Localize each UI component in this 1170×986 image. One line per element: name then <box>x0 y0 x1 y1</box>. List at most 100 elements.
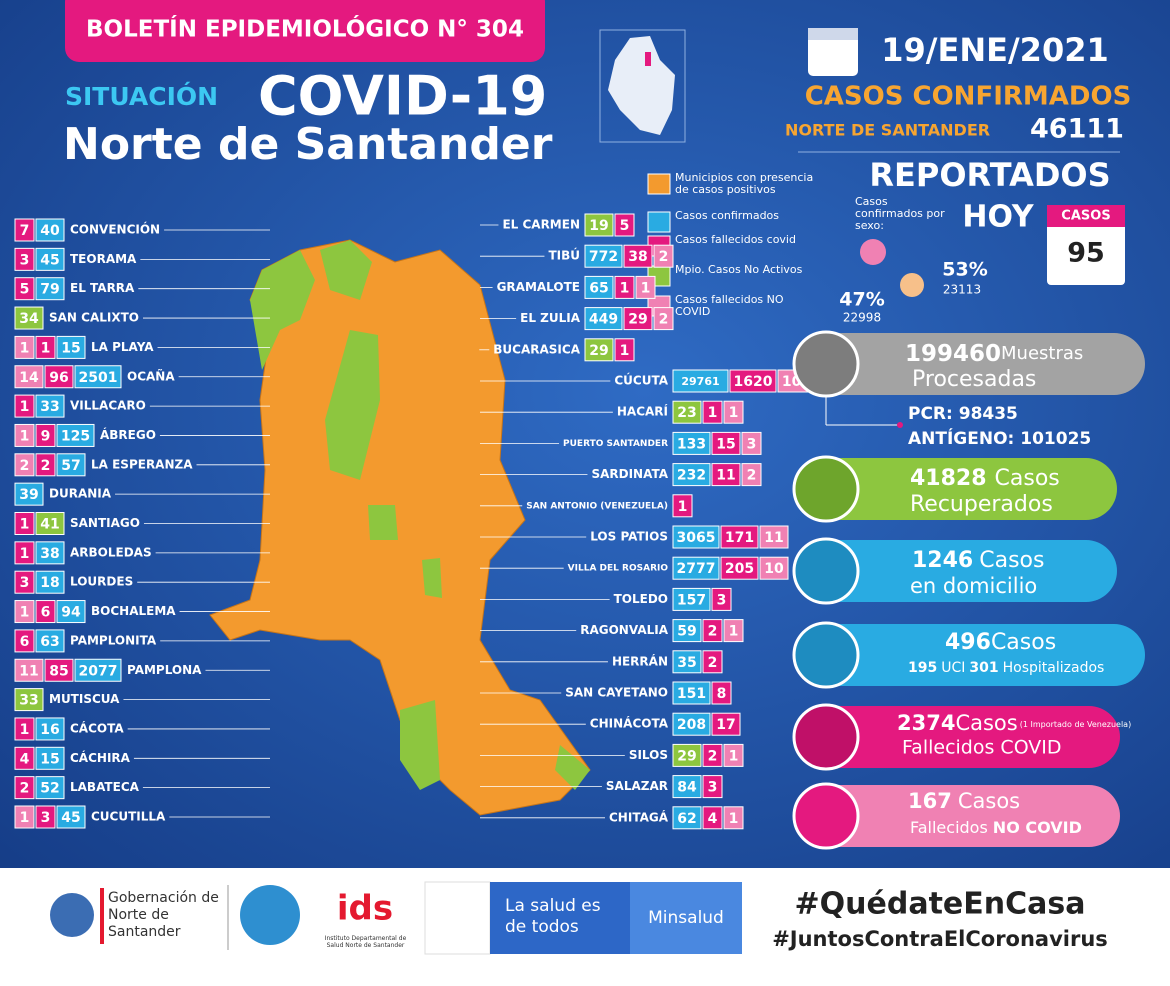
count-box <box>702 743 723 767</box>
pill-icon <box>792 621 860 689</box>
calendar-top <box>808 28 858 40</box>
legend-label: Casos fallecidos covid <box>675 234 796 246</box>
mini-map <box>608 36 675 135</box>
sex-label-box: Casos confirmados por sexo: <box>855 196 945 232</box>
count: 33 <box>40 399 59 415</box>
count-box <box>672 400 702 424</box>
count: 84 <box>677 780 697 796</box>
count: 4 <box>20 751 30 767</box>
count: 772 <box>589 249 618 265</box>
count: 133 <box>677 436 706 452</box>
count-box <box>35 394 65 418</box>
home-label: en domicilio <box>910 574 1037 598</box>
governorate: Gobernación de Norte de Santander <box>108 890 219 940</box>
icu-value: 195 <box>908 660 937 676</box>
count: 171 <box>725 530 754 546</box>
municipality-name: OCAÑA <box>127 368 175 383</box>
municipality-name: HACARÍ <box>617 404 669 419</box>
count-box <box>623 244 653 268</box>
count-box <box>702 619 723 643</box>
count: 62 <box>677 811 696 827</box>
count-box <box>35 541 65 565</box>
count-box <box>14 306 44 330</box>
municipality-name: SILOS <box>629 748 668 762</box>
municipality-name: CÚCUTA <box>614 373 668 388</box>
count-box <box>14 570 35 594</box>
count: 2 <box>659 249 669 265</box>
count: 29761 <box>681 375 719 388</box>
connector-dot <box>897 422 903 428</box>
count: 4 <box>708 811 718 827</box>
count: 1 <box>41 340 51 356</box>
count-box <box>711 431 741 455</box>
date: 19/ENE/2021 <box>881 31 1108 69</box>
count-box <box>672 775 702 799</box>
count-box <box>35 717 65 741</box>
count-box <box>14 658 44 682</box>
count: 2 <box>659 312 669 328</box>
pill-icon <box>792 703 860 771</box>
pill <box>795 333 1145 395</box>
count: 15 <box>716 436 735 452</box>
covid-deaths-value: 2374 <box>897 711 955 735</box>
slogan-badge <box>240 885 300 945</box>
pill <box>795 624 1145 686</box>
recovered-label: Recuperados <box>910 492 1053 517</box>
count: 3 <box>41 810 51 826</box>
count-box <box>14 482 44 506</box>
inactive-area <box>368 505 398 540</box>
antigen: ANTÍGENO: 101025 <box>908 427 1091 449</box>
count-box <box>672 556 720 580</box>
count: 1 <box>729 405 739 421</box>
ward-value: 301 <box>969 660 998 676</box>
count: 35 <box>677 655 696 671</box>
today-badge-top <box>1047 205 1125 227</box>
count-box <box>672 806 702 830</box>
count: 29 <box>628 312 647 328</box>
count-box <box>672 494 693 518</box>
non-covid-label: Fallecidos <box>910 818 988 837</box>
count-box <box>614 275 635 299</box>
count-box <box>56 423 95 447</box>
municipality-name: BUCARASICA <box>493 342 580 356</box>
count: 1 <box>20 546 30 562</box>
count: 1 <box>641 280 651 296</box>
count-box <box>35 805 56 829</box>
count-box <box>14 423 35 447</box>
municipality-name: SARDINATA <box>591 467 668 481</box>
municipality-name: SANTIAGO <box>70 516 140 530</box>
count: 2 <box>708 748 718 764</box>
pill <box>795 458 1117 520</box>
hospital-detail: 195 UCI 301 Hospitalizados <box>908 660 1104 676</box>
count-box <box>35 218 65 242</box>
count-box <box>74 658 122 682</box>
count: 1620 <box>734 374 773 390</box>
count: 3 <box>20 252 30 268</box>
count-box <box>759 556 789 580</box>
samples-stat: 199460Muestras Procesadas PCR: 98435 ANT… <box>792 330 1145 449</box>
count: 3 <box>708 780 718 796</box>
count-box <box>35 570 65 594</box>
female-icon <box>860 239 886 265</box>
health-panel <box>490 882 630 954</box>
count: 11 <box>716 468 735 484</box>
count-box <box>14 453 35 477</box>
count: 15 <box>40 751 59 767</box>
non-covid-strong: NO COVID <box>993 818 1082 837</box>
count-box <box>623 307 653 331</box>
count-box <box>672 650 702 674</box>
count-box <box>672 369 729 393</box>
count-box <box>584 244 623 268</box>
samples-line: 199460Muestras <box>905 341 1083 367</box>
non-covid-deaths-stat: 167 Casos Fallecidos NO COVID <box>792 782 1120 850</box>
count: 52 <box>40 781 59 797</box>
institute: Instituto Departamental de Salud Norte d… <box>324 935 407 949</box>
count: 1 <box>729 748 739 764</box>
count-box <box>584 338 614 362</box>
reported-title: REPORTADOS <box>869 156 1110 194</box>
count: 16 <box>40 722 59 738</box>
count: 1 <box>708 405 718 421</box>
municipality-name: HERRÁN <box>612 653 668 668</box>
today-label: CASOS <box>1061 209 1110 224</box>
ids-logo: ids <box>337 889 393 929</box>
